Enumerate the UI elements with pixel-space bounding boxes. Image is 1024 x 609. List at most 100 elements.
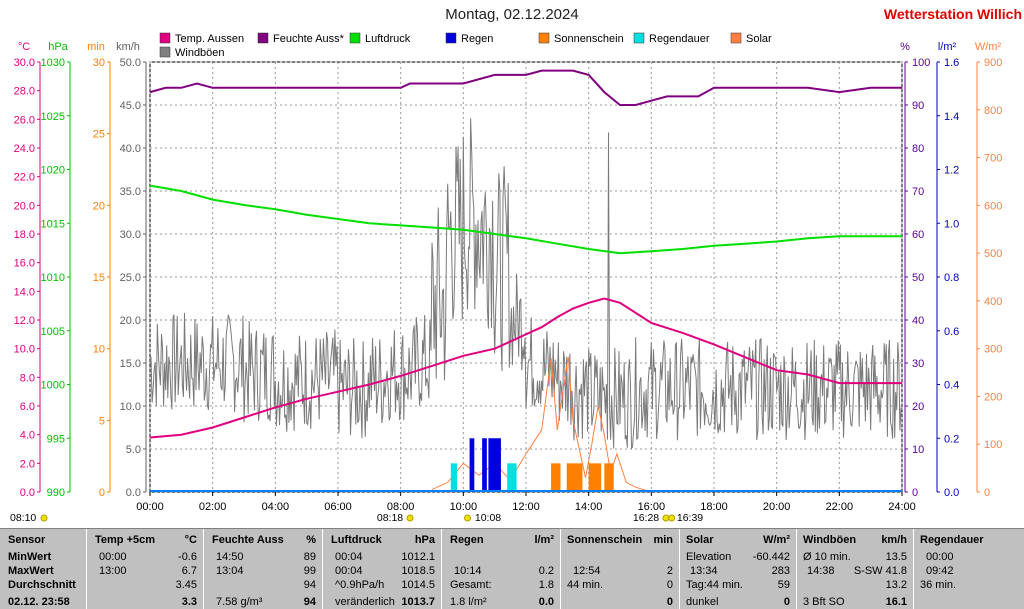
solar-tick-label-0: 0	[984, 487, 990, 499]
row-label-avg: Durchschnitt	[8, 579, 76, 591]
sun-marker-1	[406, 514, 414, 522]
sunshine-max-value: 2	[666, 565, 673, 577]
bar-sonnenschein-0	[551, 463, 561, 492]
rain-duration-max-time: 09:42	[926, 565, 954, 577]
solar-day: Tag:44 min.	[686, 579, 743, 591]
x-tick-label-8: 16:00	[638, 501, 666, 513]
pressure-current-value: 1013.7	[401, 596, 435, 608]
humidity-tick-label-4: 40	[912, 315, 924, 327]
header-humidity: Feuchte Auss	[212, 534, 284, 546]
humidity-current-value: 94	[303, 596, 316, 608]
unit-sunshine: min	[653, 534, 673, 546]
x-tick-label-10: 20:00	[763, 501, 791, 513]
solar-tick-label-9: 900	[984, 57, 1002, 69]
legend-swatch-7	[159, 46, 171, 58]
sunshine-avg-value: 0	[666, 579, 673, 591]
station-name: Wetterstation Willich	[883, 6, 1022, 22]
x-tick-label-3: 06:00	[324, 501, 352, 513]
rain-current-value: 0.0	[538, 596, 554, 608]
wind-tick-label-6: 30.0	[120, 229, 141, 241]
solar-tick-label-2: 200	[984, 391, 1002, 403]
temp-max-value: 6.7	[181, 565, 197, 577]
x-tick-label-9: 18:00	[700, 501, 728, 513]
humidity-avg-value: 94	[303, 579, 316, 591]
temp-tick-label-11: 22.0	[14, 172, 35, 184]
col-rain-duration: Regendauer 00:00 09:42 36 min.	[914, 529, 1024, 609]
humidity-abs: 7.58 g/m³	[216, 596, 263, 608]
col-temp: Temp +5cm °C 00:00 -0.6 13:00 6.7 3.45 3.3	[87, 529, 204, 609]
rain-total-value: 1.8	[538, 579, 554, 591]
humidity-tick-label-9: 90	[912, 100, 924, 112]
x-tick-label-6: 12:00	[512, 501, 540, 513]
humidity-tick-label-2: 20	[912, 401, 924, 413]
solar-tick-label-4: 400	[984, 296, 1002, 308]
minutes-tick-label-1: 5	[99, 415, 105, 427]
rain-tick-label-8: 1.6	[944, 57, 959, 69]
pressure-tick-label-1: 995	[47, 433, 65, 445]
temp-tick-label-12: 24.0	[14, 143, 35, 155]
x-tick-label-5: 10:00	[450, 501, 478, 513]
bar-regen-1	[482, 438, 487, 492]
legend-swatch-0	[159, 32, 171, 44]
temp-tick-label-15: 30.0	[14, 57, 35, 69]
temp-tick-label-9: 18.0	[14, 229, 35, 241]
unit-pressure: hPa	[414, 534, 435, 546]
solar-avg-value: 59	[777, 579, 790, 591]
minutes-tick-label-4: 20	[93, 200, 105, 212]
solar-tick-label-5: 500	[984, 248, 1002, 260]
humidity-tick-label-7: 70	[912, 186, 924, 198]
minutes-tick-label-5: 25	[93, 129, 105, 141]
sun-marker-4	[668, 514, 676, 522]
solar-max-value: 283	[771, 565, 790, 577]
weather-chart: 00:00 02:00 04:00 06:00 08:00 10:00 12:00 14:00…	[10, 32, 1002, 524]
sunshine-max-time: 12:54	[573, 565, 601, 577]
humidity-axis-unit: %	[900, 41, 910, 53]
solar-current-value: 0	[783, 596, 790, 608]
temp-current-value: 3.3	[181, 596, 197, 608]
solar-tick-label-1: 100	[984, 439, 1002, 451]
legend-swatch-3	[445, 32, 457, 44]
unit-solar: W/m²	[763, 534, 790, 546]
rain-duration-total: 36 min.	[920, 579, 957, 591]
temp-axis-unit: °C	[18, 41, 30, 53]
header-sunshine: Sonnenschein	[567, 534, 643, 546]
temp-tick-label-1: 2.0	[20, 458, 35, 470]
temp-min-value: -0.6	[178, 551, 197, 563]
humidity-max-time: 13:04	[216, 565, 244, 577]
bar-regendauer-0	[450, 463, 458, 492]
wind-beaufort: 3 Bft SO	[803, 596, 845, 608]
pressure-trend: ^0.9hPa/h	[335, 579, 385, 591]
rain-tick-label-4: 0.8	[944, 272, 959, 284]
humidity-min-value: 89	[303, 551, 316, 563]
wind-avg-label: Ø 10 min.	[803, 551, 851, 563]
temp-tick-label-13: 26.0	[14, 114, 35, 126]
rain-tick-label-3: 0.6	[944, 326, 959, 338]
wind-tick-label-3: 15.0	[120, 358, 141, 370]
wind-avg10-value: 13.5	[885, 551, 907, 563]
pressure-avg-value: 1014.5	[401, 579, 435, 591]
col-sensor: Sensor MinWert MaxWert Durchschnitt 02.1…	[0, 529, 87, 609]
rain-tick-label-6: 1.2	[944, 165, 959, 177]
temp-tick-label-7: 14.0	[14, 286, 35, 298]
minutes-axis-unit: min	[87, 41, 105, 53]
rain-total-label: Gesamt:	[450, 579, 492, 591]
unit-wind: km/h	[881, 534, 907, 546]
sun-marker-2	[464, 514, 472, 522]
pressure-tick-label-7: 1025	[41, 111, 65, 123]
wind-tick-label-8: 40.0	[120, 143, 141, 155]
wind-tick-label-7: 35.0	[120, 186, 141, 198]
col-sunshine: Sonnenschein min 12:54 2 44 min. 0 0	[561, 529, 680, 609]
temp-tick-label-0: 0.0	[20, 487, 35, 499]
bar-sonnenschein-2	[588, 463, 602, 492]
chart-title: Montag, 02.12.2024	[445, 6, 579, 23]
legend-label-5: Regendauer	[649, 33, 710, 45]
pressure-axis-unit: hPa	[48, 41, 68, 53]
solar-tick-label-8: 800	[984, 105, 1002, 117]
solar-axis-unit: W/m²	[975, 41, 1002, 53]
legend-label-4: Sonnenschein	[554, 33, 624, 45]
col-pressure: Luftdruck hPa 00:04 1012.1 00:04 1018.5 ^0.…	[323, 529, 442, 609]
temp-tick-label-2: 4.0	[20, 430, 35, 442]
wind-tick-label-4: 20.0	[120, 315, 141, 327]
header-temp: Temp +5cm	[95, 534, 156, 546]
wind-tick-label-5: 25.0	[120, 272, 141, 284]
